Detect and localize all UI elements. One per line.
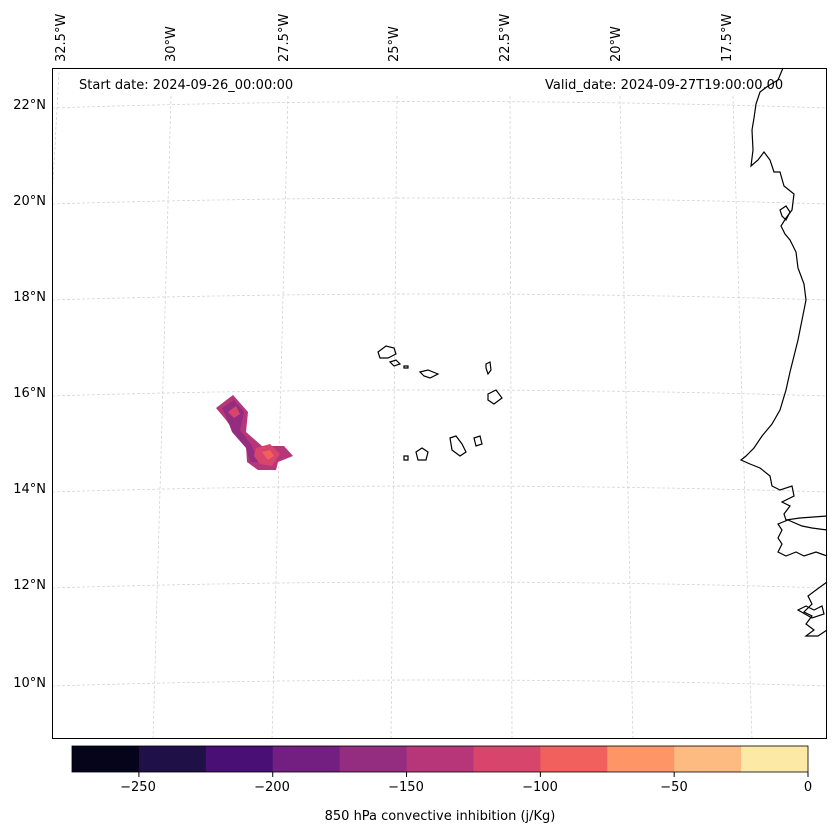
island-maio — [473, 435, 483, 447]
colorbar-cell — [205, 746, 274, 772]
island-fogo — [415, 447, 429, 461]
colorbar-tick-label: 0 — [803, 780, 813, 795]
colorbar-tick-label: −250 — [120, 780, 156, 795]
lon-label-27-5w: 27.5°W — [277, 13, 292, 62]
valid-date-label: Valid_date: 2024-09-27T19:00:00.00 — [545, 78, 784, 93]
coast-detail-1 — [779, 205, 791, 222]
island-santo-antao — [377, 345, 397, 359]
colorbar-cell — [72, 746, 140, 772]
lat-label-12n: 12°N — [13, 578, 46, 593]
cin-patch-center-1 — [228, 406, 240, 418]
colorbar-cell — [741, 746, 809, 772]
lon-label-32-5w: 32.5°W — [54, 13, 69, 62]
colorbar-cell — [138, 746, 207, 772]
colorbar-tick-label: −150 — [388, 780, 424, 795]
colorbar-title: 850 hPa convective inhibition (j/Kg) — [324, 809, 556, 824]
cin-patch-center-3 — [262, 450, 274, 460]
africa-coast — [739, 67, 828, 521]
colorbar-tick-label: −50 — [660, 780, 688, 795]
colorbar-cell — [540, 746, 608, 772]
graticule — [51, 71, 828, 741]
lat-label-16n: 16°N — [13, 386, 46, 401]
lat-label-18n: 18°N — [13, 290, 46, 305]
colorbar — [71, 745, 809, 777]
lon-label-25w: 25°W — [387, 26, 402, 62]
colorbar-cell — [473, 746, 541, 772]
island-sao-nicolau — [418, 369, 440, 379]
lat-label-20n: 20°N — [13, 194, 46, 209]
lat-label-10n: 10°N — [13, 676, 46, 691]
africa-coast-3 — [802, 581, 828, 637]
africa-coast-2 — [777, 519, 828, 557]
colorbar-cell — [272, 746, 341, 772]
island-sal — [485, 361, 492, 376]
lon-label-20w: 20°W — [609, 26, 624, 62]
island-santa-luzia — [403, 365, 409, 369]
island-santiago — [449, 435, 467, 457]
cin-patch-band — [222, 400, 258, 462]
start-date-label: Start date: 2024-09-26_00:00:00 — [79, 78, 294, 93]
island-boa-vista — [487, 389, 503, 405]
lat-label-14n: 14°N — [13, 482, 46, 497]
colorbar-frame — [71, 745, 809, 773]
lon-label-17-5w: 17.5°W — [720, 13, 735, 62]
map-frame — [52, 68, 827, 739]
lon-label-30w: 30°W — [164, 26, 179, 62]
colorbar-tick-marks — [138, 772, 809, 777]
colorbar-tick-label: −200 — [254, 780, 290, 795]
colorbar-cells — [72, 746, 809, 772]
colorbar-cell — [339, 746, 408, 772]
cin-field — [216, 395, 293, 470]
island-sao-vicente — [388, 359, 402, 367]
colorbar-cell — [607, 746, 675, 772]
lat-label-22n: 22°N — [13, 98, 46, 113]
lon-label-22-5w: 22.5°W — [498, 13, 513, 62]
colorbar-cell — [674, 746, 742, 772]
colorbar-cell — [406, 746, 474, 772]
cape-verde-islands — [377, 345, 503, 461]
island-brava — [403, 455, 409, 461]
colorbar-tick-label: −100 — [522, 780, 558, 795]
coastlines — [739, 67, 828, 637]
coast-detail-2 — [796, 605, 825, 619]
